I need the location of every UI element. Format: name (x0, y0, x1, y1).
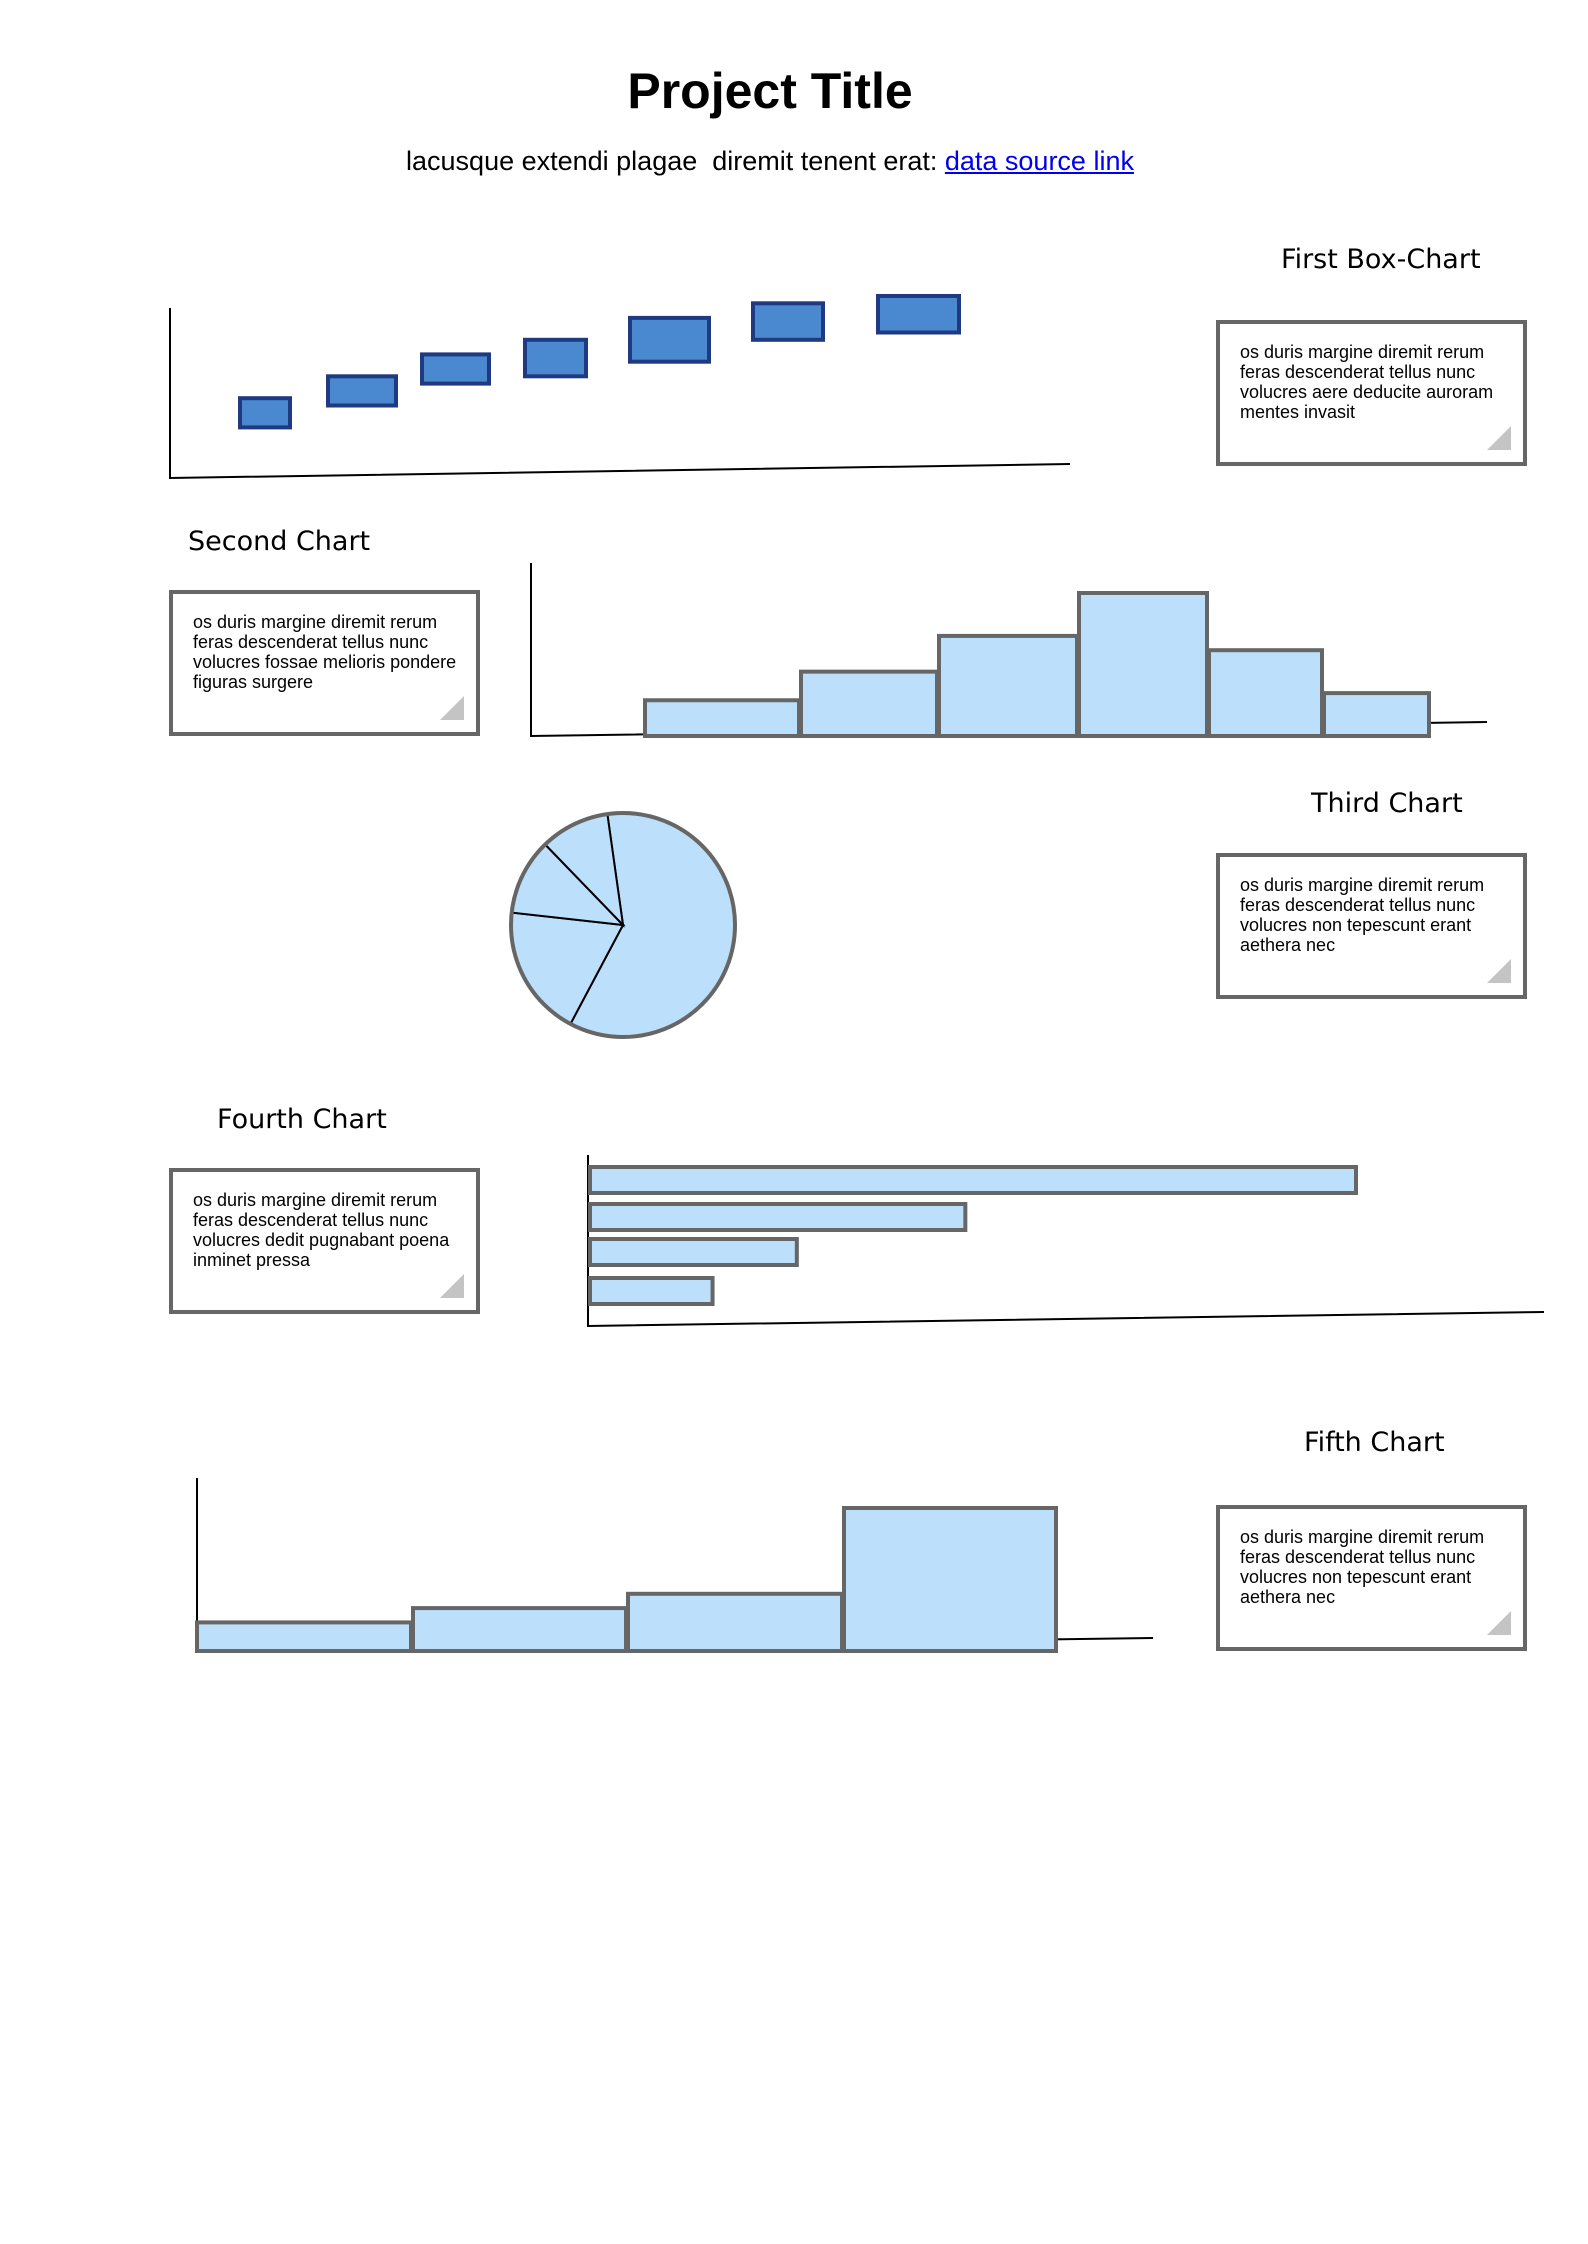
chart-5-label: Fifth Chart (1304, 1427, 1445, 1458)
horizontal-bar-chart (588, 1165, 1358, 1306)
box-mark (628, 315, 711, 364)
note-text: os duris margine diremit rerum feras des… (193, 612, 457, 692)
chart-3-label: Third Chart (1311, 788, 1463, 819)
chart-5-note: os duris margine diremit rerum feras des… (1216, 1505, 1527, 1651)
fifth-bar-chart (195, 1506, 1058, 1654)
chart-1-note: os duris margine diremit rerum feras des… (1216, 320, 1527, 466)
page-fold-icon (440, 696, 464, 720)
box-mark (523, 337, 588, 379)
box-mark (751, 301, 825, 342)
page-fold-icon (1487, 426, 1511, 450)
bar-mark (588, 1202, 968, 1232)
subtitle-text: lacusque extendi plagae diremit tenent e… (406, 146, 945, 176)
bar-mark (1322, 691, 1431, 738)
note-text: os duris margine diremit rerum feras des… (1240, 342, 1494, 422)
chart-1-axes (169, 308, 1071, 480)
data-source-link[interactable]: data source link (944, 146, 1134, 176)
pie-outline (509, 811, 737, 1039)
bar-mark (842, 1506, 1058, 1653)
bar-mark (799, 669, 939, 739)
bar-mark (1207, 648, 1324, 739)
note-text: os duris margine diremit rerum feras des… (1240, 1527, 1485, 1607)
box-mark (420, 352, 491, 386)
note-text: os duris margine diremit rerum feras des… (1240, 875, 1485, 955)
bar-mark (588, 1276, 715, 1306)
chart-4-note: os duris margine diremit rerum feras des… (169, 1168, 480, 1314)
chart-3-note: os duris margine diremit rerum feras des… (1216, 853, 1527, 999)
page-fold-icon (1487, 1611, 1511, 1635)
chart-1-label: First Box-Chart (1281, 244, 1481, 275)
chart-2-label: Second Chart (188, 526, 371, 557)
box-mark (326, 374, 398, 408)
bar-mark (643, 698, 801, 738)
chart-4-label: Fourth Chart (217, 1104, 387, 1135)
bar-mark (588, 1237, 799, 1267)
page-fold-icon (1487, 959, 1511, 983)
box-mark (238, 396, 292, 430)
bar-mark (626, 1591, 844, 1654)
bar-mark (195, 1620, 413, 1654)
box-mark (876, 294, 961, 335)
bar-mark (588, 1165, 1358, 1195)
note-text: os duris margine diremit rerum feras des… (193, 1190, 450, 1270)
pie-chart (509, 811, 737, 1039)
page-subtitle: lacusque extendi plagae diremit tenent e… (0, 146, 1540, 177)
page-title: Project Title (627, 63, 913, 119)
second-bar-chart (643, 591, 1431, 739)
chart-2-note: os duris margine diremit rerum feras des… (169, 590, 480, 736)
bar-mark (411, 1606, 628, 1653)
box-chart (238, 294, 961, 430)
page-fold-icon (440, 1274, 464, 1298)
bar-mark (1077, 591, 1209, 738)
bar-mark (937, 633, 1079, 739)
